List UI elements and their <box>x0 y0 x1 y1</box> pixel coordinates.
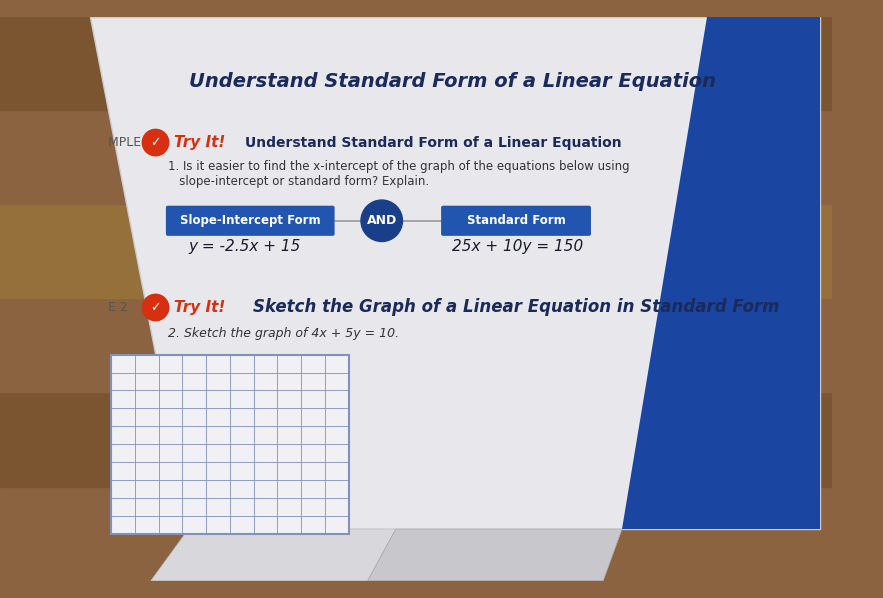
Text: slope-intercept or standard form? Explain.: slope-intercept or standard form? Explai… <box>168 175 429 188</box>
Text: 1. Is it easier to find the x-intercept of the graph of the equations below usin: 1. Is it easier to find the x-intercept … <box>168 160 630 173</box>
Circle shape <box>142 294 169 321</box>
Polygon shape <box>89 17 820 529</box>
Bar <box>0 204 833 298</box>
Text: E 2: E 2 <box>109 301 128 314</box>
Text: Understand Standard Form of a Linear Equation: Understand Standard Form of a Linear Equ… <box>245 136 622 150</box>
Text: Slope-Intercept Form: Slope-Intercept Form <box>180 214 321 227</box>
Text: AND: AND <box>366 214 396 227</box>
FancyBboxPatch shape <box>166 206 335 236</box>
Polygon shape <box>367 529 622 581</box>
Bar <box>0 109 833 204</box>
Text: Try It!: Try It! <box>174 135 226 150</box>
Bar <box>0 392 833 487</box>
Text: 25x + 10y = 150: 25x + 10y = 150 <box>452 239 584 254</box>
Text: MPLE 1: MPLE 1 <box>109 136 154 149</box>
Text: y = -2.5x + 15: y = -2.5x + 15 <box>188 239 301 254</box>
Bar <box>0 487 833 581</box>
Circle shape <box>361 200 403 242</box>
Polygon shape <box>622 17 820 529</box>
Bar <box>0 298 833 392</box>
Text: Sketch the Graph of a Linear Equation in Standard Form: Sketch the Graph of a Linear Equation in… <box>253 298 779 316</box>
Bar <box>0 16 833 109</box>
Polygon shape <box>151 529 396 581</box>
Circle shape <box>142 129 169 155</box>
Text: 2. Sketch the graph of 4x + 5y = 10.: 2. Sketch the graph of 4x + 5y = 10. <box>168 327 399 340</box>
Text: ✓: ✓ <box>150 136 161 149</box>
Bar <box>111 355 349 533</box>
Text: Try It!: Try It! <box>174 300 226 315</box>
Bar <box>111 355 349 533</box>
FancyBboxPatch shape <box>442 206 591 236</box>
Text: Understand Standard Form of a Linear Equation: Understand Standard Form of a Linear Equ… <box>189 72 716 91</box>
Text: ✓: ✓ <box>150 301 161 314</box>
Text: Standard Form: Standard Form <box>466 214 565 227</box>
